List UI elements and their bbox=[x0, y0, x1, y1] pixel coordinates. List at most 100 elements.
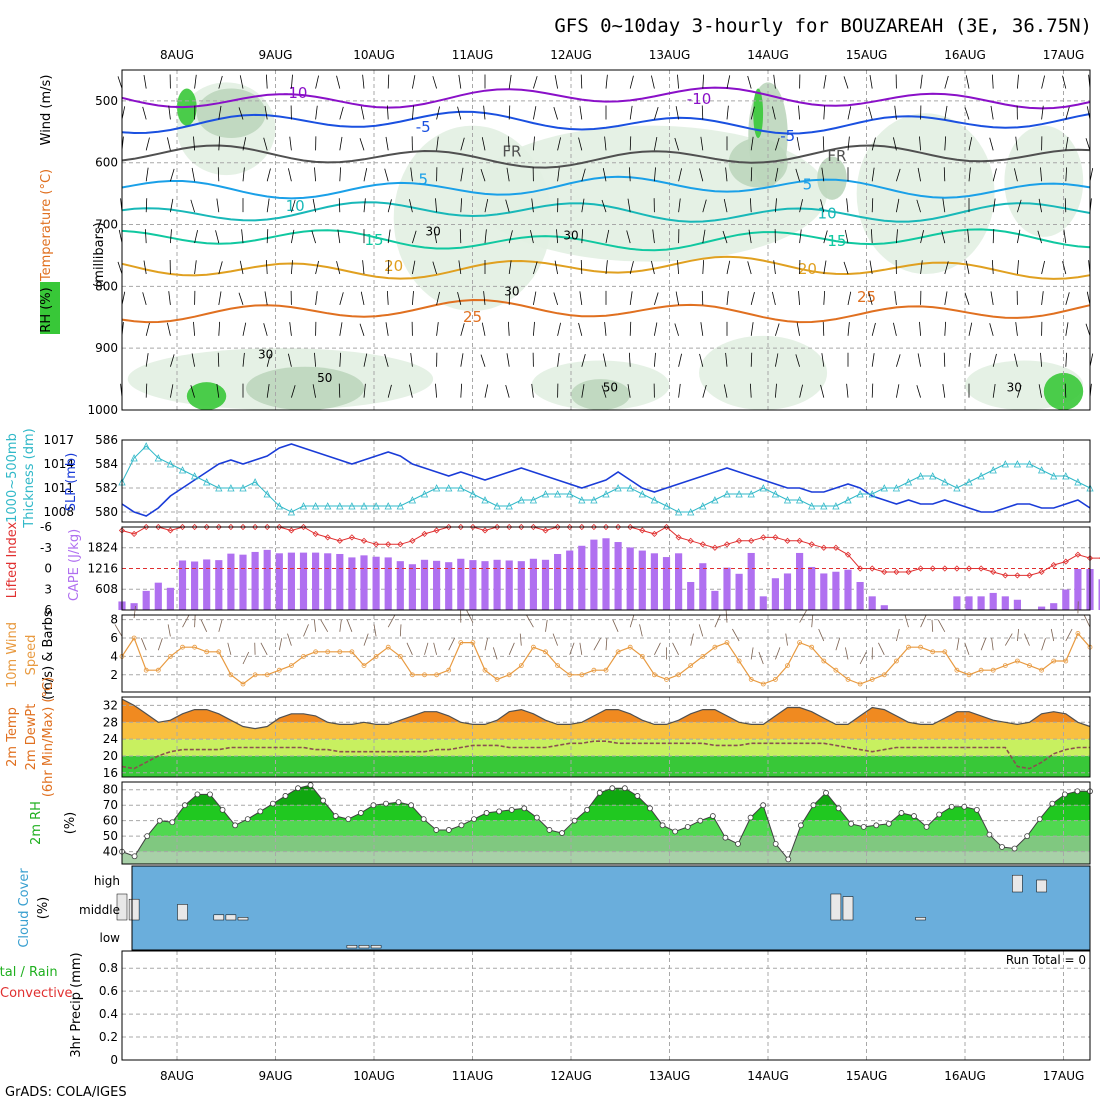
rh-marker bbox=[986, 831, 993, 838]
wind-barb bbox=[944, 75, 949, 89]
date-label: 10AUG bbox=[353, 48, 395, 62]
wind-barb bbox=[288, 168, 292, 182]
wind-barb bbox=[1065, 628, 1073, 642]
panel-frame bbox=[121, 781, 1091, 865]
cape-bar bbox=[687, 581, 695, 610]
date-label: 15AUG bbox=[846, 1069, 888, 1083]
wind-speed-marker bbox=[930, 649, 936, 655]
pressure-tick: 1000 bbox=[87, 403, 118, 417]
wind-barb bbox=[773, 260, 776, 275]
wind-barb bbox=[339, 619, 342, 632]
wind-barb bbox=[725, 352, 728, 367]
rh-marker bbox=[144, 833, 151, 840]
wind-barb bbox=[604, 321, 607, 336]
wind-barb bbox=[700, 136, 704, 151]
wind-barb bbox=[266, 198, 270, 213]
thickness-marker bbox=[203, 478, 211, 486]
rh-marker bbox=[269, 800, 276, 807]
wind-barb bbox=[980, 638, 987, 651]
wind-barb bbox=[990, 105, 994, 120]
cape-bar bbox=[1098, 579, 1100, 610]
panel-ylabel: (%) bbox=[36, 897, 51, 920]
wind-barb bbox=[218, 105, 222, 120]
wind-barb bbox=[726, 75, 731, 89]
wind-barb bbox=[459, 229, 462, 244]
wind-barb bbox=[216, 383, 220, 398]
thickness-marker bbox=[481, 496, 489, 504]
li-marker bbox=[373, 541, 380, 548]
cape-bar bbox=[360, 555, 368, 610]
rh-marker bbox=[961, 803, 968, 810]
wind-barb bbox=[264, 105, 268, 120]
date-label: 14AUG bbox=[747, 48, 789, 62]
cape-bar bbox=[227, 553, 235, 610]
wind-barb bbox=[722, 230, 728, 244]
wind-barb bbox=[339, 136, 343, 151]
isotherm-label: 20 bbox=[384, 257, 403, 275]
wind-speed-marker bbox=[155, 667, 161, 673]
wind-speed-marker bbox=[1039, 667, 1044, 673]
wind-speed-marker bbox=[857, 681, 863, 687]
wind-barb bbox=[167, 624, 171, 637]
wind-barb bbox=[992, 353, 997, 367]
rh-marker bbox=[156, 817, 163, 824]
cloud-bar bbox=[116, 893, 128, 921]
thickness-marker bbox=[892, 484, 901, 492]
rh-marker bbox=[1036, 816, 1043, 823]
wind-barb bbox=[1064, 383, 1067, 398]
wind-speed-marker bbox=[942, 649, 948, 655]
wind-barb bbox=[847, 291, 852, 305]
rh-marker bbox=[697, 817, 704, 824]
wind-barb bbox=[847, 136, 850, 151]
rh-marker bbox=[835, 805, 842, 812]
wind-barb bbox=[1063, 229, 1067, 244]
temp-line bbox=[121, 698, 1091, 730]
wind-barb bbox=[896, 168, 901, 182]
wind-speed-marker bbox=[313, 649, 319, 655]
thickness-marker bbox=[1001, 460, 1009, 468]
wind-speed-marker bbox=[1051, 658, 1057, 664]
cape-bar bbox=[626, 547, 634, 610]
wind-barb bbox=[1064, 198, 1067, 213]
cape-bar bbox=[965, 596, 973, 610]
thickness-marker bbox=[541, 490, 550, 498]
rh-shade bbox=[571, 379, 631, 410]
wind-barb bbox=[1041, 105, 1044, 120]
wind-barb bbox=[242, 137, 247, 151]
wind-barb bbox=[190, 385, 195, 398]
li-marker bbox=[481, 527, 489, 534]
wind-barb bbox=[145, 137, 150, 151]
cape-bar bbox=[251, 551, 259, 610]
wind-barb bbox=[750, 647, 754, 660]
wind-barb bbox=[291, 74, 293, 89]
date-label: 16AUG bbox=[944, 48, 986, 62]
rh-marker bbox=[219, 806, 226, 813]
wind-barb bbox=[893, 137, 897, 151]
panel-ylabel: 2m DewPt bbox=[24, 704, 39, 771]
cape-bar bbox=[481, 561, 489, 610]
panel-ylabel: 3hr Precip (mm) bbox=[69, 952, 84, 1057]
thickness-marker bbox=[1074, 478, 1082, 486]
date-label: 11AUG bbox=[452, 48, 494, 62]
wind-speed-marker bbox=[240, 681, 246, 687]
li-marker bbox=[409, 537, 416, 544]
wind-barb bbox=[1037, 230, 1042, 244]
wind-barb bbox=[200, 619, 208, 632]
rh-marker bbox=[747, 814, 754, 821]
wind-barb bbox=[545, 619, 548, 632]
thickness-marker bbox=[820, 502, 828, 510]
wind-barb bbox=[990, 291, 994, 305]
cape-bar bbox=[384, 557, 392, 610]
wind-barb bbox=[458, 260, 462, 275]
isotherm-label: 10 bbox=[818, 204, 837, 222]
cloud-bg bbox=[132, 866, 1090, 950]
li-marker bbox=[990, 568, 997, 576]
wind-barb bbox=[992, 229, 995, 244]
wind-speed-marker bbox=[301, 654, 306, 659]
cape-bar bbox=[650, 553, 658, 610]
wind-barb bbox=[989, 137, 994, 151]
wind-barb bbox=[750, 292, 755, 306]
thickness-marker bbox=[529, 496, 538, 504]
wind-barb bbox=[291, 229, 295, 244]
isotherm-label: 5 bbox=[418, 170, 428, 188]
